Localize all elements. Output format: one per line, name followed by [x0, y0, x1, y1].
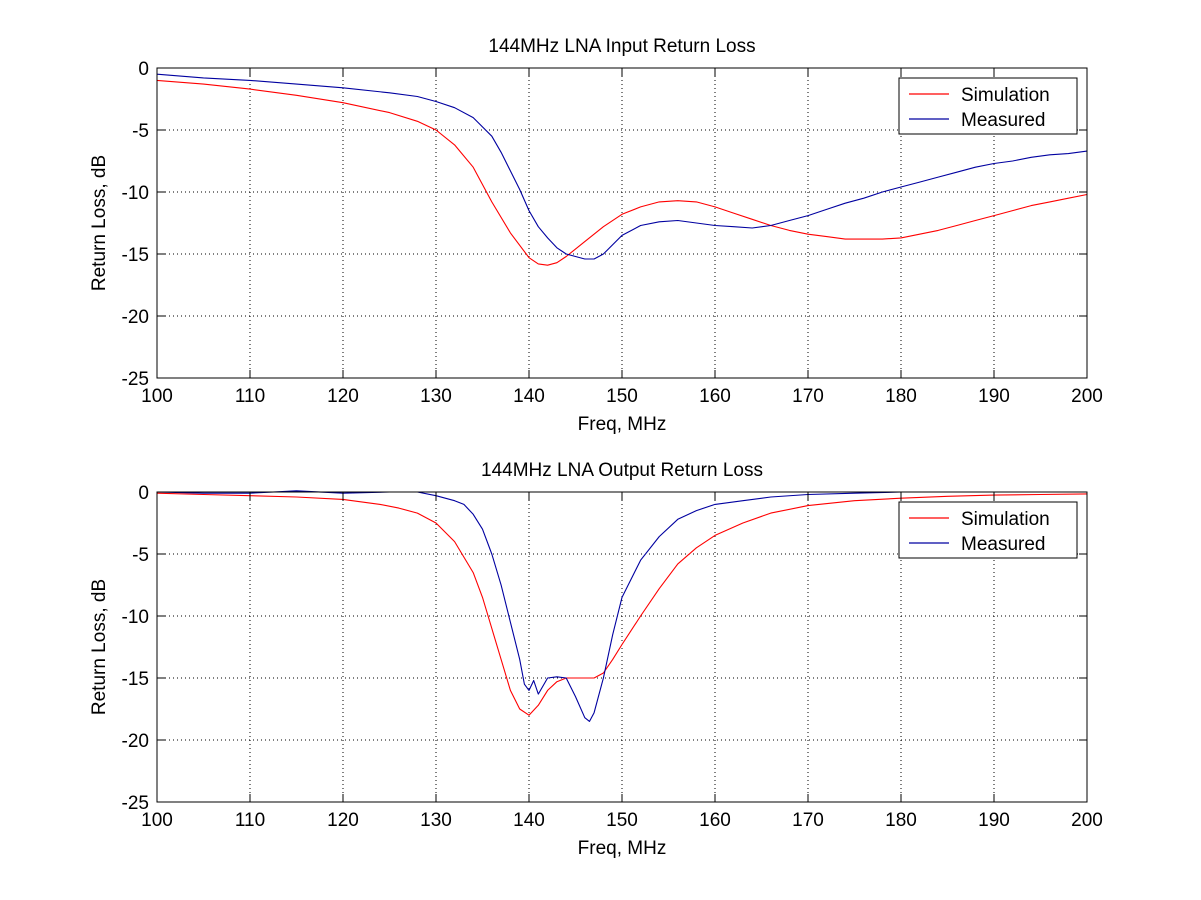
y-tick-label: -15: [122, 245, 149, 266]
y-tick-label: -20: [122, 731, 149, 752]
y-tick-label: -25: [122, 369, 149, 390]
chart-title: 144MHz LNA Output Return Loss: [481, 460, 763, 481]
x-tick-label: 190: [978, 386, 1010, 407]
x-tick-label: 150: [606, 386, 638, 407]
x-axis-label: Freq, MHz: [578, 414, 667, 435]
x-tick-label: 170: [792, 810, 824, 831]
x-tick-label: 140: [513, 386, 545, 407]
y-tick-label: -15: [122, 669, 149, 690]
legend: Simulation Measured: [898, 77, 1078, 135]
x-tick-label: 180: [885, 810, 917, 831]
x-tick-label: 180: [885, 386, 917, 407]
chart-panel-2: 100 110 120 130 140 150 160 170 180 190 200 0 -5 -10 -…: [89, 460, 1103, 859]
series-line-simulation: [156, 79, 1088, 266]
series-line-measured: [156, 490, 1087, 722]
legend-label-simulation: Simulation: [961, 85, 1050, 106]
legend-box: [898, 501, 1078, 559]
x-tick-label: 100: [141, 386, 173, 407]
x-tick-label: 130: [420, 386, 452, 407]
x-tick-label: 170: [792, 386, 824, 407]
x-tick-label: 150: [606, 810, 638, 831]
legend: Simulation Measured: [898, 501, 1078, 559]
y-tick-label: -5: [132, 545, 149, 566]
x-tick-label: 190: [978, 810, 1010, 831]
legend-label-measured: Measured: [961, 534, 1046, 555]
chart-panel-1: 100 110 120 130 140 150 160 170 180 190 200 0 -5 -10 -…: [89, 36, 1103, 435]
x-axis-label: Freq, MHz: [578, 838, 667, 859]
x-tick-label: 120: [327, 810, 359, 831]
y-axis-label: Return Loss, dB: [89, 579, 110, 715]
x-tick-label: 100: [141, 810, 173, 831]
x-tick-label: 110: [235, 386, 265, 407]
y-tick-label: 0: [138, 59, 149, 80]
x-tick-label: 160: [699, 386, 731, 407]
y-tick-label: -10: [122, 183, 149, 204]
x-tick-label: 200: [1071, 386, 1103, 407]
chart-title: 144MHz LNA Input Return Loss: [488, 36, 755, 57]
y-tick-label: 0: [138, 483, 149, 504]
legend-label-measured: Measured: [961, 110, 1046, 131]
y-tick-label: -25: [122, 793, 149, 814]
series-line-measured: [156, 73, 1088, 260]
x-tick-label: 160: [699, 810, 731, 831]
x-tick-label: 110: [235, 810, 265, 831]
x-tick-label: 120: [327, 386, 359, 407]
x-tick-label: 200: [1071, 810, 1103, 831]
legend-box: [898, 77, 1078, 135]
y-axis-label: Return Loss, dB: [89, 155, 110, 291]
legend-label-simulation: Simulation: [961, 509, 1050, 530]
y-tick-label: -5: [132, 121, 149, 142]
y-tick-label: -20: [122, 307, 149, 328]
y-tick-label: -10: [122, 607, 149, 628]
x-tick-label: 130: [420, 810, 452, 831]
x-tick-label: 140: [513, 810, 545, 831]
